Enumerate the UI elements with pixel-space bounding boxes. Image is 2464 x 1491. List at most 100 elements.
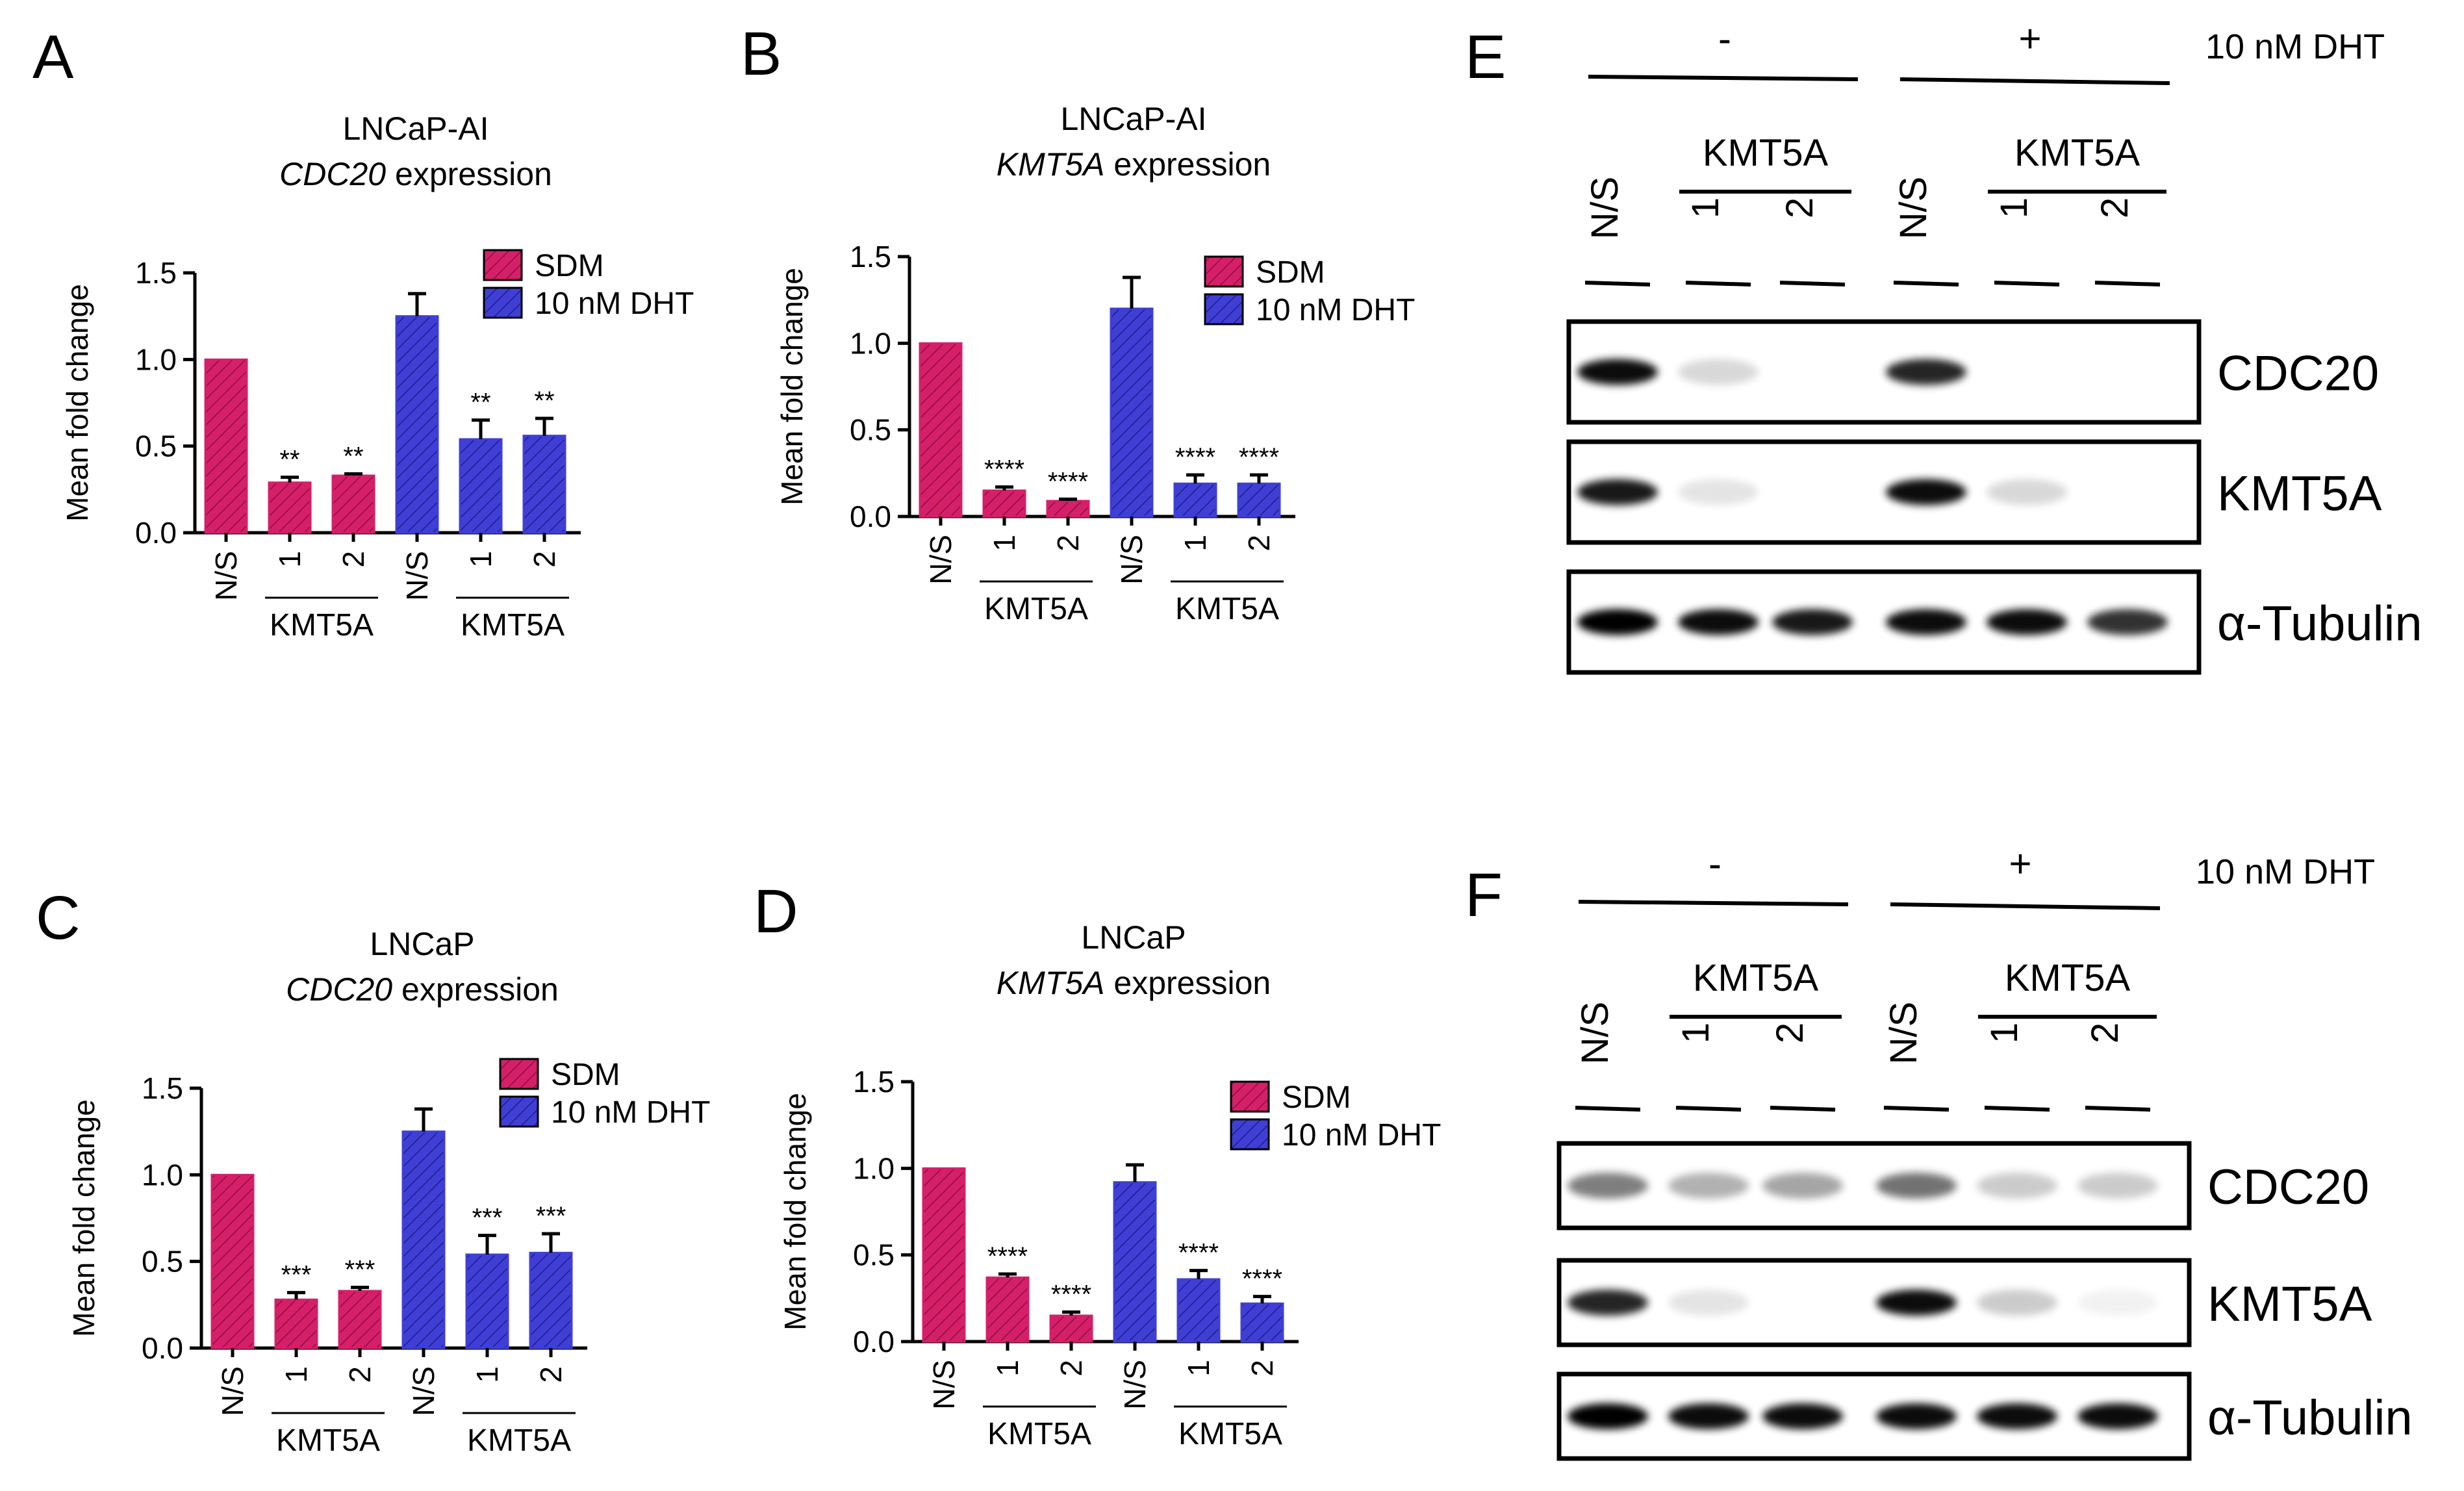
group-label: KMT5A [984,592,1088,626]
y-tick-label: 0.0 [142,1331,183,1365]
y-tick-label: 0.5 [142,1245,183,1279]
blot-row-label: CDC20 [2217,346,2379,401]
blot-band [1678,359,1759,385]
x-tick-label: N/S [927,1360,961,1410]
subtitle-gene: CDC20 [286,971,392,1008]
panel-letter: A [32,23,74,92]
treatment-minus: - [1718,17,1731,60]
x-tick-label: 2 [534,1366,568,1383]
blot-band [1772,609,1853,635]
x-tick-label: 2 [1245,1360,1279,1377]
blot-band [1568,1403,1648,1429]
chart-subtitle: KMT5A expression [997,146,1271,183]
lane-label: 1 [1684,198,1727,218]
x-tick-label: 1 [470,1366,504,1383]
legend-label: 10 nM DHT [1256,293,1415,327]
subtitle-rest: expression [1105,146,1271,183]
blot-band [2077,1290,2158,1316]
blot-band [1977,1403,2057,1429]
y-axis-label: Mean fold change [775,268,809,505]
blot-band [1678,609,1759,635]
western-blot-panel-e: E 10 nM DHT - + KMT5A KMT5A N/S 1 2 N/S 1 2 CDC20 KMT… [1465,17,2422,675]
treatment-minus: - [1708,842,1721,886]
lane-underline [1883,1106,1950,1112]
bar [210,1173,255,1349]
lane-group-label: KMT5A [2014,132,2140,174]
chart-subtitle: CDC20 expression [279,156,552,192]
x-tick-label: N/S [407,1366,440,1416]
y-axis-label: Mean fold change [60,284,94,522]
bar-chart-panel-d: D LNCaP KMT5A expression 0.0 0.5 1.0 1.5 Mean f… [754,877,1441,1451]
x-tick-label: N/S [400,551,434,601]
blot-band [1568,1290,1648,1316]
y-tick-label: 1.5 [142,1071,183,1105]
bar [459,438,503,534]
blot-band [1977,1173,2057,1199]
blot-membrane [1566,439,2202,545]
significance-label: ** [343,442,363,470]
x-tick-label: 1 [464,551,498,568]
western-blot-panel-f: F 10 nM DHT - + KMT5A KMT5A N/S 1 2 N/S 1 2 CDC20 KMT… [1465,842,2413,1461]
treatment-line-minus [1588,75,1859,81]
y-tick-label: 0.5 [135,429,177,463]
blot-band [1886,479,1966,505]
bar [274,1298,318,1349]
chart-title: LNCaP-AI [1060,101,1206,137]
subtitle-gene: KMT5A [997,146,1105,183]
lane-underline [1575,1106,1641,1112]
bar [268,481,312,534]
bar [465,1253,509,1349]
bar [985,1276,1030,1343]
group-label: KMT5A [270,608,374,643]
blot-band [1886,609,1966,635]
lane-underline [1779,281,1846,287]
blot-band [1977,1290,2057,1316]
legend-label: 10 nM DHT [535,287,694,321]
bar [919,342,963,518]
blot-band [2087,609,2168,635]
chart-title: LNCaP [370,926,474,962]
legend-swatch [483,287,523,319]
significance-label: **** [987,1242,1028,1271]
legend-swatch [1204,293,1244,325]
treatment-label: 10 nM DHT [2196,852,2375,891]
significance-label: *** [472,1204,503,1232]
treatment-line-minus [1578,900,1849,906]
lane-label: N/S [1892,177,1935,240]
group-label: KMT5A [276,1423,380,1458]
x-tick-label: 2 [527,551,561,568]
y-tick-label: 0.0 [135,516,177,550]
subtitle-rest: expression [392,971,559,1008]
bar-chart-panel-c: C LNCaP CDC20 expression 0.0 0.5 1.0 1.5 Mean f… [36,884,710,1458]
x-tick-label: N/S [216,1366,249,1416]
x-tick-label: 1 [987,535,1021,552]
lane-label: N/S [1574,1002,1616,1065]
chart-subtitle: KMT5A expression [997,965,1271,1001]
legend-label: SDM [551,1058,620,1092]
significance-label: **** [1048,467,1088,496]
bar [522,435,566,534]
legend-swatch [499,1095,539,1128]
lane-group-label: KMT5A [2005,957,2131,999]
blot-row-label: KMT5A [2217,466,2382,522]
x-tick-label: 2 [1054,1360,1088,1377]
bar [204,358,248,534]
bar [401,1130,446,1349]
significance-label: *** [281,1261,312,1290]
lane-label: 1 [1983,1023,2026,1043]
x-tick-label: 2 [1051,535,1085,552]
subtitle-gene: KMT5A [997,965,1105,1001]
blot-band [1987,609,2067,635]
y-tick-label: 1.5 [853,1065,895,1099]
significance-label: ** [279,446,299,474]
blot-band [1678,479,1759,505]
legend-label: SDM [1282,1080,1351,1115]
panel-letter: E [1465,23,1506,92]
treatment-line-plus [1890,902,2161,910]
blot-band [1987,479,2067,505]
x-tick-label: 1 [273,551,307,568]
group-label: KMT5A [461,608,565,643]
bar-chart-panel-b: B LNCaP-AI KMT5A expression 0.0 0.5 1.0 1.5 Mea… [741,19,1415,626]
treatment-label: 10 nM DHT [2205,27,2385,66]
